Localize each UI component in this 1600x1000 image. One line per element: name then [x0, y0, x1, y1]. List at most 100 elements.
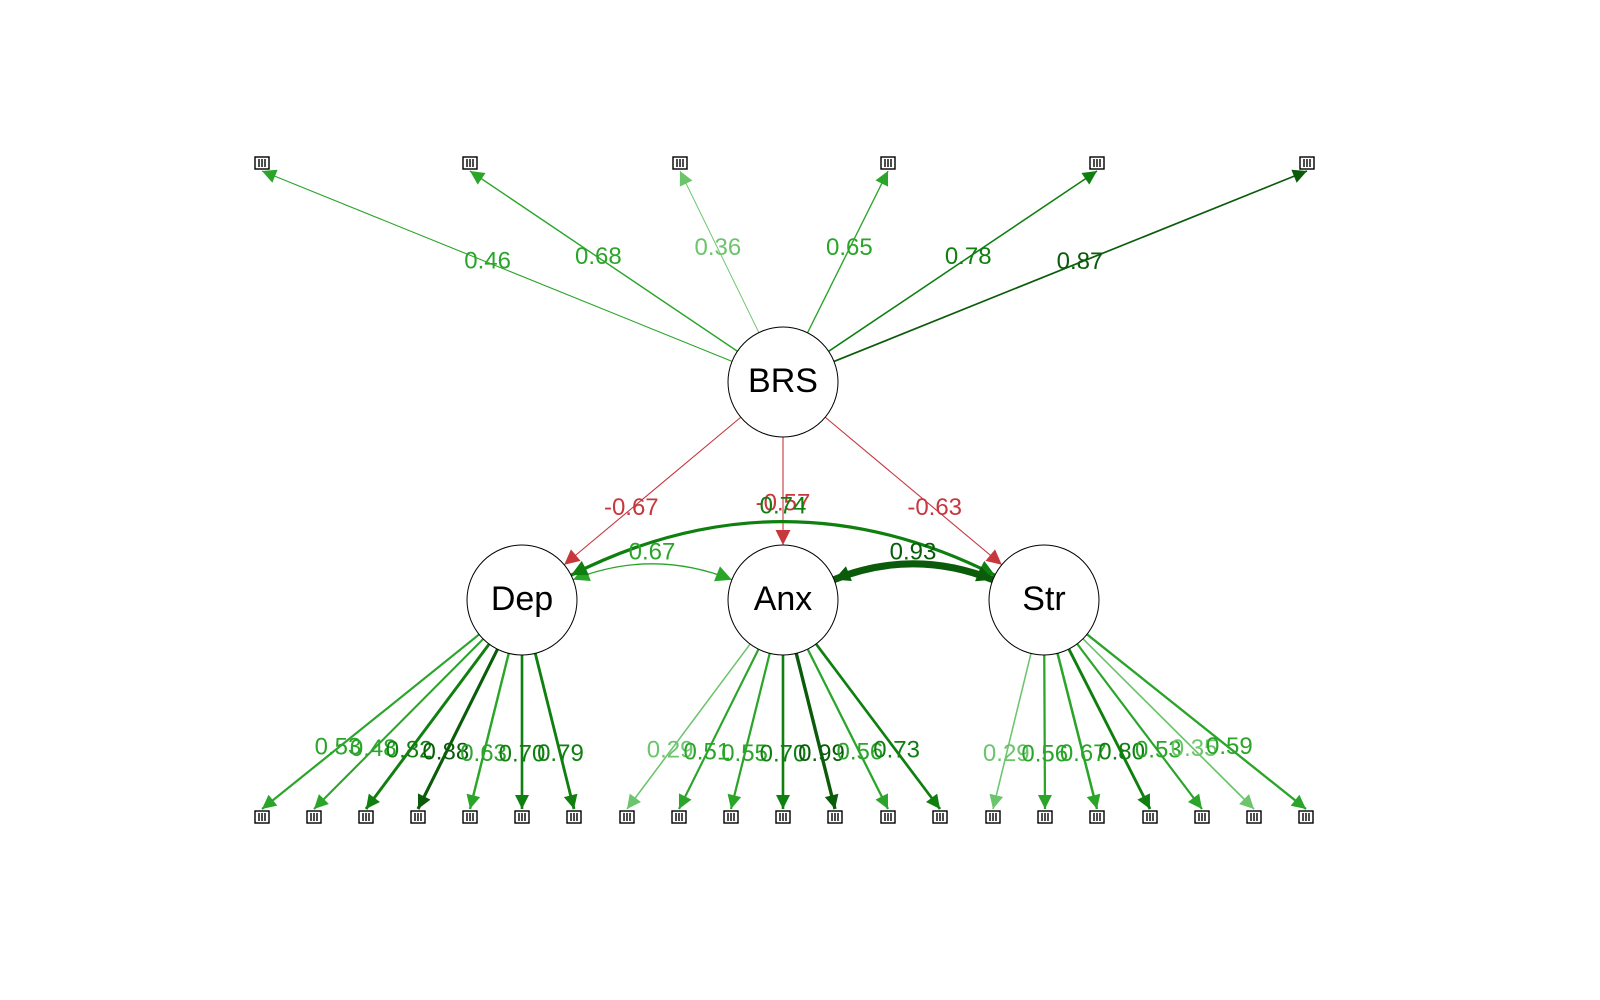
- indicator-brs-4: [880, 156, 896, 170]
- loading-edge-anx-3: [729, 653, 771, 810]
- loading-edge-anx-1: [626, 643, 751, 810]
- loading-label-brs-4: 0.65: [826, 234, 873, 261]
- indicator-dep-5: [462, 810, 478, 824]
- loading-label-anx-6: 0.56: [837, 738, 884, 765]
- indicator-dep-6: [514, 810, 530, 824]
- arrowhead-str-4: [1137, 793, 1150, 809]
- loading-edge-str-7: [1086, 633, 1307, 810]
- covariance-anx-str-label: 0.93: [890, 538, 937, 565]
- indicator-brs-3: [672, 156, 688, 170]
- covariance-dep-str-label: 0.74: [760, 492, 807, 519]
- loading-label-brs-1: 0.46: [464, 248, 511, 275]
- indicator-str-5: [1194, 810, 1210, 824]
- loading-label-anx-1: 0.29: [647, 737, 694, 764]
- arrowhead-dep-6: [515, 795, 529, 809]
- nodes-layer: BRS Dep Anx Str: [254, 156, 1315, 824]
- loading-label-brs-5: 0.78: [945, 243, 992, 270]
- indicator-str-3: [1089, 810, 1105, 824]
- loading-edge-anx-2: [678, 648, 760, 810]
- covariance-dep-anx: [572, 563, 733, 581]
- arrowhead-regression-anx: [775, 530, 791, 545]
- covariance-dep-anx-label: 0.67: [629, 538, 676, 565]
- arrowhead-anx-7: [925, 793, 940, 809]
- indicator-brs-5: [1089, 156, 1105, 170]
- arrowhead-brs-2: [470, 171, 486, 185]
- arrowhead-str-2: [1037, 794, 1052, 809]
- loading-label-str-5: 0.53: [1135, 737, 1182, 764]
- arrowhead-dep-3: [366, 793, 380, 809]
- arrowhead-regression-dep: [564, 549, 581, 565]
- loading-edge-dep-7: [533, 653, 576, 810]
- arrowhead-brs-4: [875, 171, 889, 187]
- arrowhead-dep-2: [314, 794, 329, 809]
- regression-label-anx: -0.57: [756, 489, 811, 516]
- loading-edge-dep-4: [416, 648, 499, 810]
- loading-edge-dep-2: [313, 638, 484, 810]
- indicator-str-4: [1142, 810, 1158, 824]
- indicator-str-6: [1246, 810, 1262, 824]
- arrowhead-brs-1: [262, 169, 278, 183]
- arrowhead-dep-5: [466, 793, 481, 809]
- indicator-anx-3: [723, 810, 739, 824]
- indicator-anx-2: [671, 810, 687, 824]
- loading-label-dep-2: 0.48: [350, 735, 397, 762]
- loading-edge-str-5: [1076, 643, 1203, 810]
- indicator-anx-4: [775, 810, 791, 824]
- latent-label-dep: Dep: [491, 580, 553, 618]
- loading-edge-str-4: [1067, 648, 1152, 810]
- arrowhead-brs-6: [1291, 169, 1307, 183]
- loading-label-dep-7: 0.79: [537, 740, 584, 767]
- indicator-anx-5: [827, 810, 843, 824]
- loading-label-anx-5: 0.99: [798, 740, 845, 767]
- arrowhead-str-5: [1187, 793, 1202, 809]
- loading-edge-dep-3: [364, 643, 491, 810]
- arrowhead-anx-4: [776, 795, 790, 809]
- indicator-anx-6: [880, 810, 896, 824]
- arrowhead-anx-2: [678, 793, 692, 809]
- loading-label-str-1: 0.29: [983, 740, 1030, 767]
- indicator-dep-7: [566, 810, 582, 824]
- covariance-anx-str-head-b: [975, 566, 993, 582]
- arrowhead-dep-4: [417, 793, 431, 809]
- latent-node-dep: Dep: [466, 544, 578, 656]
- loading-edge-str-3: [1056, 653, 1099, 810]
- edge-labels-layer: 0.46 0.68 0.36 0.65 0.78 0.870.530.480.820.88…: [315, 234, 1253, 768]
- indicator-str-7: [1298, 810, 1314, 824]
- arrowhead-brs-5: [1081, 171, 1097, 185]
- loading-edge-anx-5: [794, 652, 837, 810]
- latent-label-brs: BRS: [748, 362, 818, 400]
- loading-label-brs-2: 0.68: [575, 243, 622, 270]
- arrowhead-str-3: [1086, 793, 1101, 809]
- loading-label-dep-5: 0.63: [460, 740, 507, 767]
- latent-label-anx: Anx: [754, 580, 813, 618]
- arrowhead-dep-1: [262, 794, 278, 809]
- loading-label-anx-4: 0.70: [760, 740, 807, 767]
- loading-label-dep-4: 0.88: [422, 738, 469, 765]
- indicator-dep-2: [306, 810, 322, 824]
- loading-edge-brs-5: [828, 170, 1098, 352]
- latent-node-str: Str: [988, 544, 1100, 656]
- arrowhead-brs-3: [679, 171, 693, 187]
- covariance-dep-str: [570, 519, 996, 577]
- loading-label-anx-2: 0.51: [683, 738, 730, 765]
- covariance-dep-str-head-a: [571, 560, 589, 576]
- regression-edge-brs-str: [824, 416, 1003, 566]
- loading-edge-brs-3: [679, 170, 760, 333]
- arrowhead-str-7: [1290, 794, 1306, 809]
- loading-edge-anx-7: [814, 643, 942, 810]
- indicator-brs-1: [254, 156, 270, 170]
- indicator-anx-7: [932, 810, 948, 824]
- loading-edge-anx-6: [806, 648, 890, 810]
- loading-label-anx-3: 0.55: [721, 740, 768, 767]
- loading-label-dep-6: 0.70: [499, 740, 546, 767]
- loading-label-dep-1: 0.53: [315, 733, 362, 760]
- loading-edge-str-1: [992, 653, 1032, 810]
- loading-edge-str-6: [1082, 638, 1255, 810]
- loading-label-str-7: 0.59: [1206, 733, 1253, 760]
- loading-label-dep-3: 0.82: [386, 737, 433, 764]
- loading-edge-dep-1: [261, 633, 480, 810]
- indicator-str-2: [1037, 810, 1053, 824]
- arrowhead-anx-6: [875, 793, 888, 809]
- loading-edge-str-2: [1043, 654, 1047, 810]
